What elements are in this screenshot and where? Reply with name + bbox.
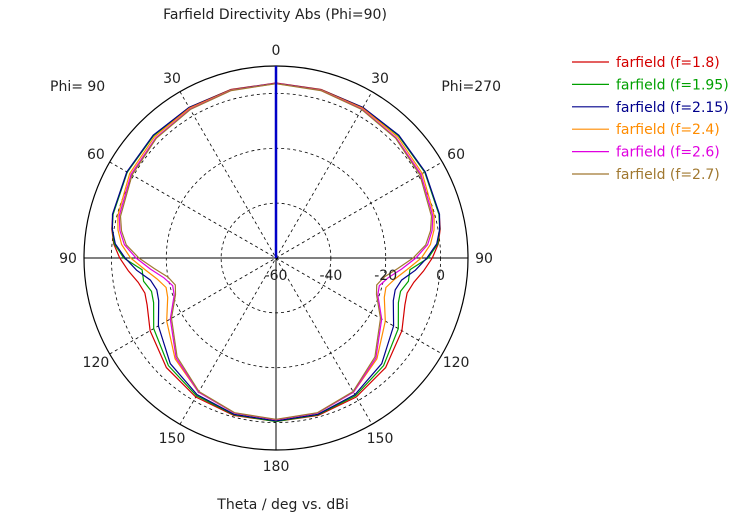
series-line-5 bbox=[119, 82, 433, 420]
legend-label-0: farfield (f=1.8) bbox=[616, 55, 720, 71]
angle-tick-label: 180 bbox=[263, 459, 290, 475]
angle-labels: 0 30 60 90 120 150 180 150 120 90 60 30 -60 -40 -20 0 bbox=[59, 43, 493, 475]
legend-label-1: farfield (f=1.95) bbox=[616, 77, 729, 93]
radial-tick-label: -40 bbox=[319, 268, 342, 284]
angle-tick-label: 120 bbox=[443, 355, 470, 371]
angle-tick-label: 120 bbox=[83, 355, 110, 371]
angle-tick-label: 150 bbox=[159, 431, 186, 447]
radial-tick-label: -20 bbox=[374, 268, 397, 284]
angle-tick-label: 60 bbox=[447, 147, 465, 163]
x-axis-label: Theta / deg vs. dBi bbox=[216, 497, 348, 513]
angle-tick-label: 150 bbox=[367, 431, 394, 447]
chart-title: Farfield Directivity Abs (Phi=90) bbox=[163, 7, 387, 23]
angle-tick-label: 30 bbox=[371, 71, 389, 87]
phi-right-label: Phi=270 bbox=[441, 79, 501, 95]
radial-tick-label: 0 bbox=[436, 268, 445, 284]
angle-tick-label: 90 bbox=[59, 251, 77, 267]
series-group bbox=[111, 66, 441, 423]
series-line-2 bbox=[111, 82, 441, 422]
angle-tick-label: 60 bbox=[87, 147, 105, 163]
radial-tick-label: -60 bbox=[265, 268, 288, 284]
angle-tick-label: 30 bbox=[163, 71, 181, 87]
phi-left-label: Phi= 90 bbox=[50, 79, 105, 95]
legend-label-5: farfield (f=2.7) bbox=[616, 167, 720, 183]
legend: farfield (f=1.8) farfield (f=1.95) farfiel… bbox=[572, 55, 729, 183]
legend-label-4: farfield (f=2.6) bbox=[616, 145, 720, 161]
angle-tick-label: 90 bbox=[475, 251, 493, 267]
legend-label-2: farfield (f=2.15) bbox=[616, 100, 729, 116]
legend-label-3: farfield (f=2.4) bbox=[616, 122, 720, 138]
angle-tick-label: 0 bbox=[272, 43, 281, 59]
